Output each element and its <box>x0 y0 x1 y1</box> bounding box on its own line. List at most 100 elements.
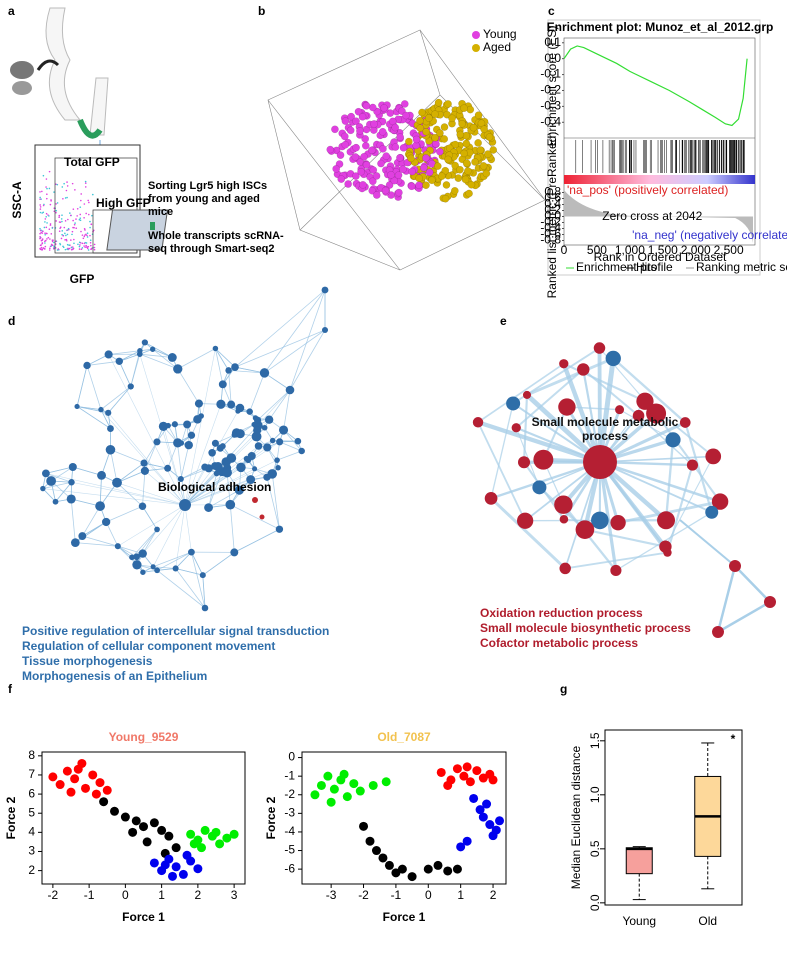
network-edge <box>71 498 101 507</box>
network-edge <box>490 497 567 570</box>
plate-well <box>150 222 155 230</box>
cloud-dot <box>416 124 425 133</box>
network-node <box>177 476 184 483</box>
term-list: Positive regulation of intercellular sig… <box>22 624 352 684</box>
y-tick-label: -0.1 <box>540 67 561 81</box>
network-edge <box>116 482 143 507</box>
network-edge <box>100 409 111 429</box>
facs-dot <box>45 212 48 215</box>
facs-dot <box>84 182 87 184</box>
facs-dot <box>39 191 41 193</box>
facs-dot <box>72 226 74 229</box>
cloud-dot <box>369 177 377 186</box>
facs-dot <box>55 183 57 185</box>
facs-dot <box>42 230 44 233</box>
point <box>160 860 170 870</box>
facs-dot <box>72 208 75 210</box>
network-edge <box>234 528 280 553</box>
network-edge <box>180 445 190 480</box>
y-tick-label: 1.0 <box>588 786 602 803</box>
x-tick-label: 0 <box>122 888 129 902</box>
cloud-dot <box>361 135 369 143</box>
legend-marker <box>472 31 480 39</box>
x-tick-label: 2,500 <box>714 243 744 257</box>
cloud-dot <box>362 161 371 169</box>
cloud-dot <box>465 189 473 198</box>
cloud-dot <box>433 162 442 170</box>
facs-dot <box>39 204 41 206</box>
network-edge <box>157 568 176 571</box>
cloud-dot <box>456 165 464 174</box>
network-edge <box>105 521 119 547</box>
network-node <box>136 351 143 358</box>
network-edge <box>289 289 326 391</box>
cloud-dot <box>422 128 430 136</box>
network-node <box>193 415 202 424</box>
facs-dot <box>62 246 65 249</box>
point <box>211 827 221 837</box>
network-node <box>577 363 590 376</box>
cloud-dot <box>467 180 476 189</box>
facs-dot <box>48 228 51 231</box>
cloud-dot <box>440 123 449 131</box>
network-node <box>646 403 667 424</box>
facs-dot <box>73 242 75 245</box>
network-edge <box>561 362 603 463</box>
y-tick-label: -4 <box>284 824 295 838</box>
network-node <box>275 525 284 533</box>
network-edge <box>42 488 186 506</box>
facs-dot <box>82 237 85 240</box>
facs-dot <box>39 235 41 238</box>
facs-dot <box>87 199 89 202</box>
network-edge <box>76 406 111 429</box>
facs-dot <box>85 242 88 244</box>
facs-dot <box>67 218 69 221</box>
cloud-dot <box>352 143 360 152</box>
point <box>171 862 181 872</box>
facs-dot <box>44 218 47 220</box>
network-node <box>575 520 595 539</box>
facs-dot <box>68 247 71 250</box>
cloud-dot <box>351 153 360 161</box>
facs-dot <box>87 245 90 248</box>
box <box>625 847 653 875</box>
network-node <box>522 390 532 399</box>
network-edge <box>264 329 326 374</box>
legend-label: Hits <box>636 260 657 274</box>
y-tick-label: -0.6 <box>540 227 561 241</box>
network-edge <box>264 372 291 391</box>
network-edge <box>215 348 236 368</box>
point <box>433 860 443 870</box>
hub-label: Small molecule metabolic process <box>531 415 679 443</box>
network-node <box>254 442 263 450</box>
network-node <box>107 425 114 432</box>
cloud-dot <box>489 146 498 154</box>
cloud-dot <box>381 186 390 195</box>
y-tick-label: -0.4 <box>540 114 561 128</box>
network-edge <box>117 504 186 547</box>
network-node <box>40 485 46 492</box>
point <box>469 793 479 803</box>
facs-dot <box>39 229 42 232</box>
facs-dot <box>90 248 93 250</box>
y-tick-label: 0.2 <box>544 203 561 217</box>
cloud-dot <box>382 152 391 160</box>
facs-dot <box>74 222 76 224</box>
cloud-dot <box>399 165 407 174</box>
network-edge <box>598 461 669 554</box>
x-tick-label: 2,000 <box>681 243 711 257</box>
point <box>423 864 433 874</box>
network-edge <box>116 462 145 483</box>
point <box>62 766 72 776</box>
y-tick-label: -1 <box>284 768 295 782</box>
network-node <box>231 363 239 371</box>
point <box>149 818 159 828</box>
facs-dot <box>76 215 78 217</box>
network-edge <box>100 386 132 410</box>
point <box>475 805 485 815</box>
x-tick-label: 500 <box>587 243 607 257</box>
point <box>365 836 375 846</box>
network-edge <box>144 441 158 472</box>
facs-dot <box>62 235 65 237</box>
legend-marker <box>472 44 480 52</box>
